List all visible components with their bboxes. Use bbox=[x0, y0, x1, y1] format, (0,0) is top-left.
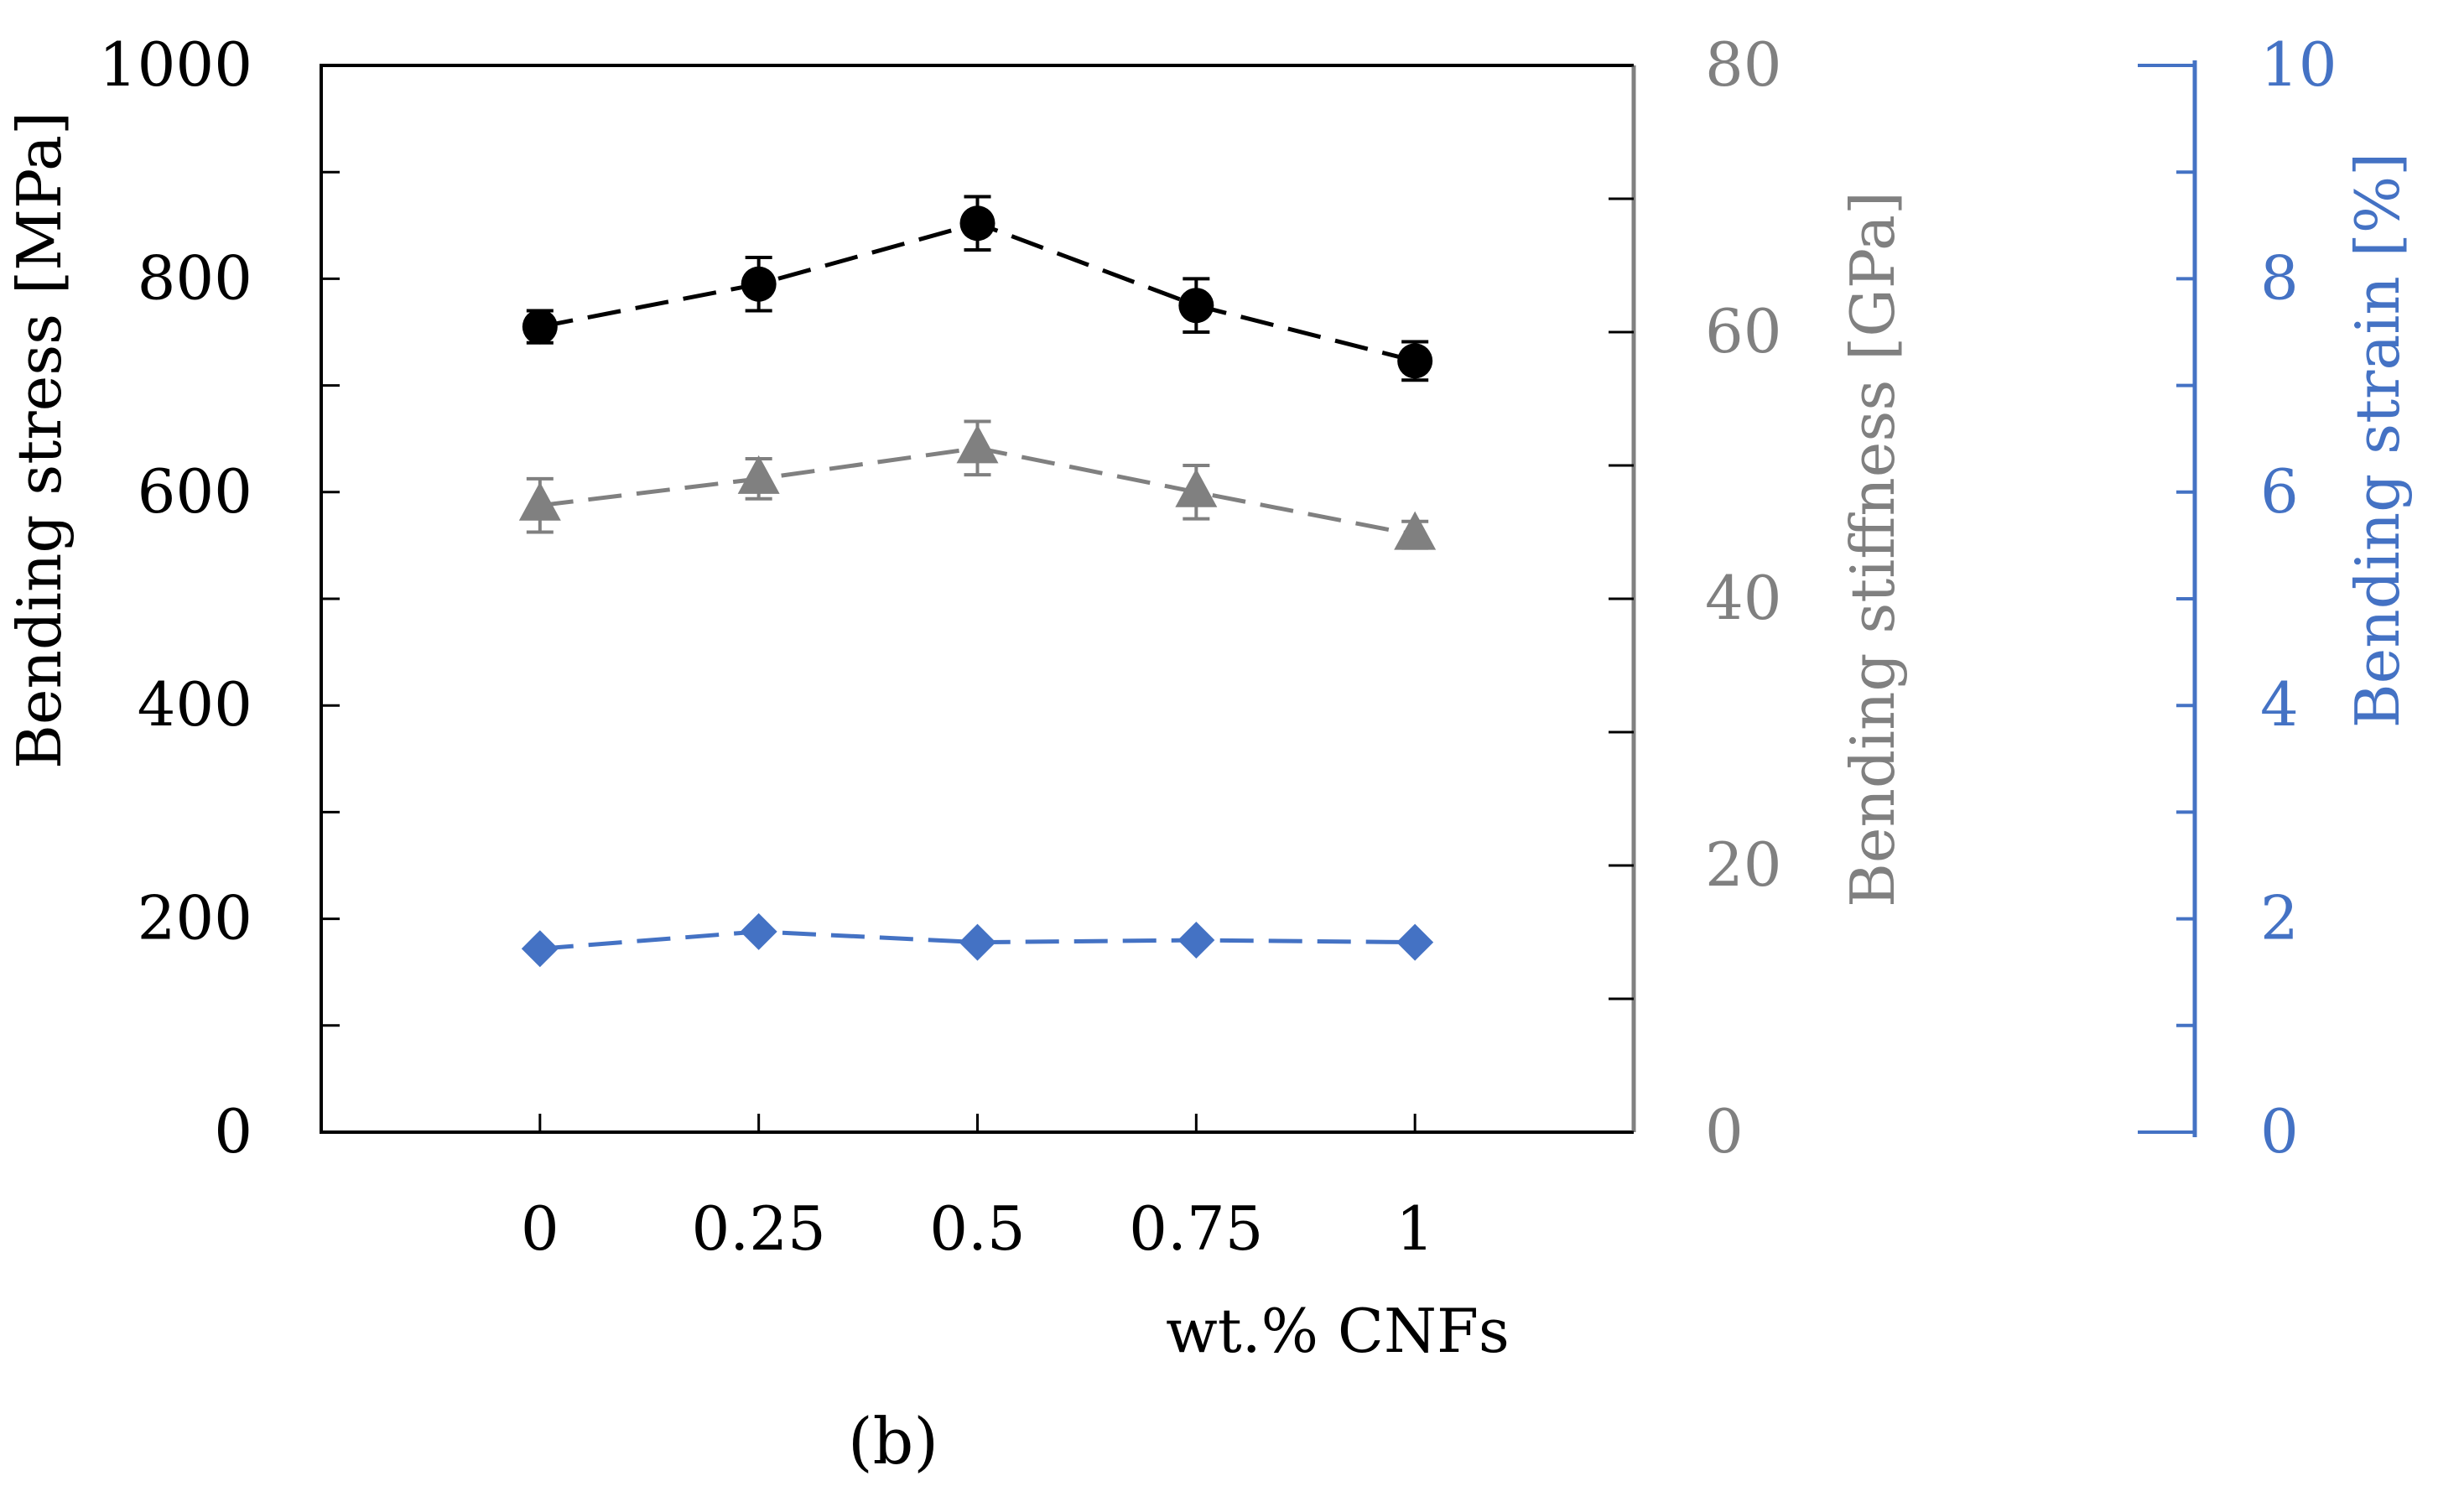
x-axis-title: wt.% CNFs bbox=[1166, 1296, 1510, 1366]
data-point bbox=[521, 930, 559, 968]
left-tick-label: 200 bbox=[138, 883, 252, 954]
x-tick-label: 0.5 bbox=[929, 1193, 1026, 1264]
data-point bbox=[1175, 468, 1218, 507]
left-tick-label: 600 bbox=[138, 456, 252, 527]
series-layer bbox=[518, 195, 1437, 968]
stiffness-tick-label: 20 bbox=[1705, 829, 1782, 900]
data-point bbox=[1177, 922, 1215, 959]
data-point bbox=[959, 923, 996, 961]
strain-tick-label: 6 bbox=[2260, 456, 2299, 527]
data-point bbox=[737, 455, 780, 494]
strain-axis-title: Bending strain [%] bbox=[2342, 153, 2413, 728]
strain-axis: 0 2 4 6 8 10 bbox=[2138, 29, 2337, 1167]
data-point bbox=[1394, 511, 1437, 550]
left-axis-title: Bending stress [MPa] bbox=[4, 112, 75, 769]
data-point bbox=[741, 266, 777, 302]
stiffness-axis: 0 20 40 60 80 bbox=[1609, 29, 1782, 1167]
stiffness-axis-title: Bending stiffness [GPa] bbox=[1838, 191, 1908, 907]
data-point bbox=[1397, 343, 1433, 379]
x-tick-label: 0 bbox=[521, 1193, 559, 1264]
series-circle bbox=[522, 195, 1433, 382]
strain-tick-label: 2 bbox=[2260, 883, 2299, 954]
x-tick-label: 0.25 bbox=[692, 1193, 826, 1264]
series-triangle bbox=[518, 419, 1437, 550]
left-tick-label: 800 bbox=[138, 242, 252, 313]
data-point bbox=[740, 912, 777, 950]
stiffness-tick-label: 60 bbox=[1705, 296, 1782, 366]
left-tick-label: 400 bbox=[138, 669, 252, 740]
x-tick-label: 0.75 bbox=[1129, 1193, 1263, 1264]
left-axis: 0 200 400 600 800 1000 bbox=[99, 29, 340, 1167]
strain-tick-label: 10 bbox=[2260, 29, 2337, 100]
strain-tick-label: 8 bbox=[2260, 242, 2299, 313]
data-point bbox=[518, 481, 561, 521]
data-point bbox=[522, 309, 558, 345]
stiffness-tick-label: 0 bbox=[1705, 1096, 1744, 1167]
strain-tick-label: 0 bbox=[2260, 1096, 2299, 1167]
stiffness-tick-label: 40 bbox=[1705, 563, 1782, 633]
series-diamond bbox=[521, 912, 1434, 968]
data-point bbox=[956, 424, 999, 464]
data-point bbox=[1178, 288, 1214, 324]
x-axis: 0 0.25 0.5 0.75 1 bbox=[521, 1114, 1434, 1264]
panel-label: (b) bbox=[848, 1404, 938, 1479]
left-tick-label: 1000 bbox=[99, 29, 252, 100]
left-tick-label: 0 bbox=[214, 1096, 252, 1167]
data-point bbox=[959, 205, 995, 242]
stiffness-tick-label: 80 bbox=[1705, 29, 1782, 100]
strain-tick-label: 4 bbox=[2260, 669, 2299, 740]
data-point bbox=[1396, 923, 1434, 961]
x-tick-label: 1 bbox=[1396, 1193, 1434, 1264]
